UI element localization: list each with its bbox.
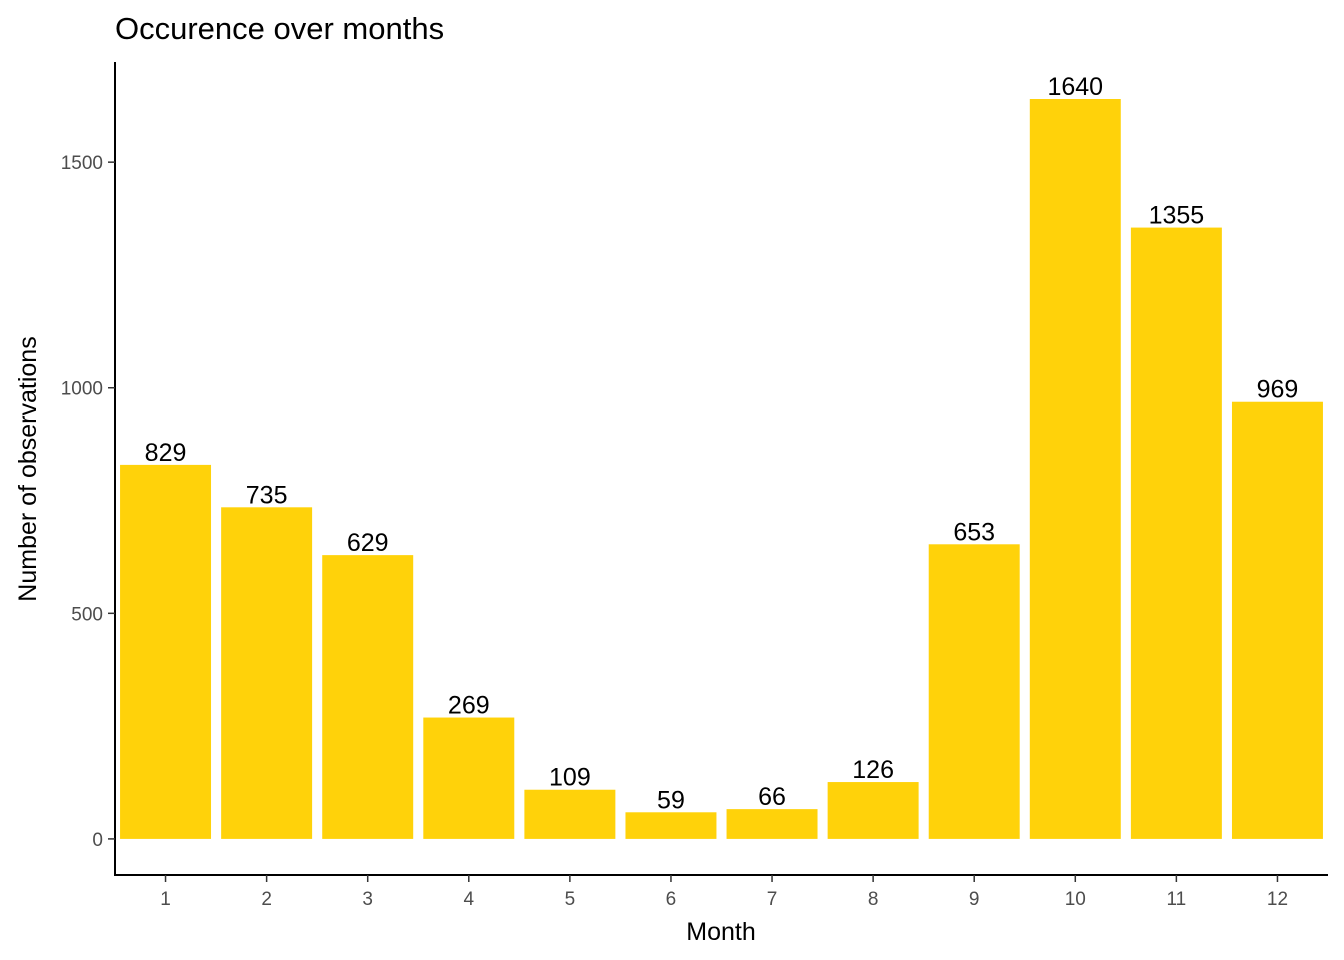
x-tick-label-2: 2	[261, 889, 272, 910]
data-label-month-2: 735	[246, 481, 288, 509]
x-tick-label-1: 1	[160, 889, 171, 910]
y-tick-label-1500: 1500	[61, 153, 103, 174]
bar-month-1	[120, 464, 212, 839]
x-tick-label-12: 12	[1267, 889, 1288, 910]
data-label-month-11: 1355	[1149, 202, 1205, 230]
bar-month-5	[524, 789, 616, 839]
bar-month-12	[1231, 401, 1323, 839]
bar-month-6	[625, 812, 717, 839]
data-label-month-9: 653	[953, 518, 995, 546]
y-tick-label-1000: 1000	[61, 379, 103, 400]
data-label-month-7: 66	[758, 783, 786, 811]
x-tick-label-10: 10	[1065, 889, 1086, 910]
chart-title: Occurence over months	[115, 11, 444, 46]
x-axis-ticks: 1 2 3 4 5 6 7 8 9 10 11 12	[160, 875, 1288, 910]
data-label-month-1: 829	[145, 439, 187, 467]
x-tick-label-5: 5	[565, 889, 576, 910]
data-label-month-3: 629	[347, 529, 389, 557]
bar-month-9	[928, 544, 1020, 839]
y-axis-title: Number of observations	[14, 336, 42, 601]
data-label-month-12: 969	[1257, 376, 1299, 404]
x-tick-label-8: 8	[868, 889, 879, 910]
bar-month-2	[221, 507, 313, 839]
y-axis-ticks: 0 500 1000 1500	[61, 153, 115, 851]
bar-month-3	[322, 555, 414, 839]
bar-month-8	[827, 782, 919, 839]
bar-month-10	[1029, 98, 1121, 839]
x-axis-title: Month	[686, 918, 755, 946]
y-tick-label-0: 0	[92, 830, 103, 851]
data-label-month-10: 1640	[1047, 73, 1103, 101]
x-tick-label-9: 9	[969, 889, 980, 910]
y-tick-label-500: 500	[71, 604, 103, 625]
bar-month-11	[1130, 227, 1222, 839]
x-tick-label-3: 3	[362, 889, 373, 910]
data-label-month-8: 126	[852, 756, 894, 784]
data-labels-group: 829 735 629 269 109 59 66 126 653 1640 1355 969	[145, 73, 1299, 814]
bar-month-4	[423, 717, 515, 839]
x-tick-label-4: 4	[464, 889, 475, 910]
data-label-month-4: 269	[448, 692, 490, 720]
bar-month-7	[726, 809, 818, 839]
x-tick-label-6: 6	[666, 889, 677, 910]
x-tick-label-7: 7	[767, 889, 778, 910]
bars-group	[120, 98, 1323, 839]
data-label-month-5: 109	[549, 764, 591, 792]
data-label-month-6: 59	[657, 786, 685, 814]
x-tick-label-11: 11	[1167, 889, 1187, 910]
